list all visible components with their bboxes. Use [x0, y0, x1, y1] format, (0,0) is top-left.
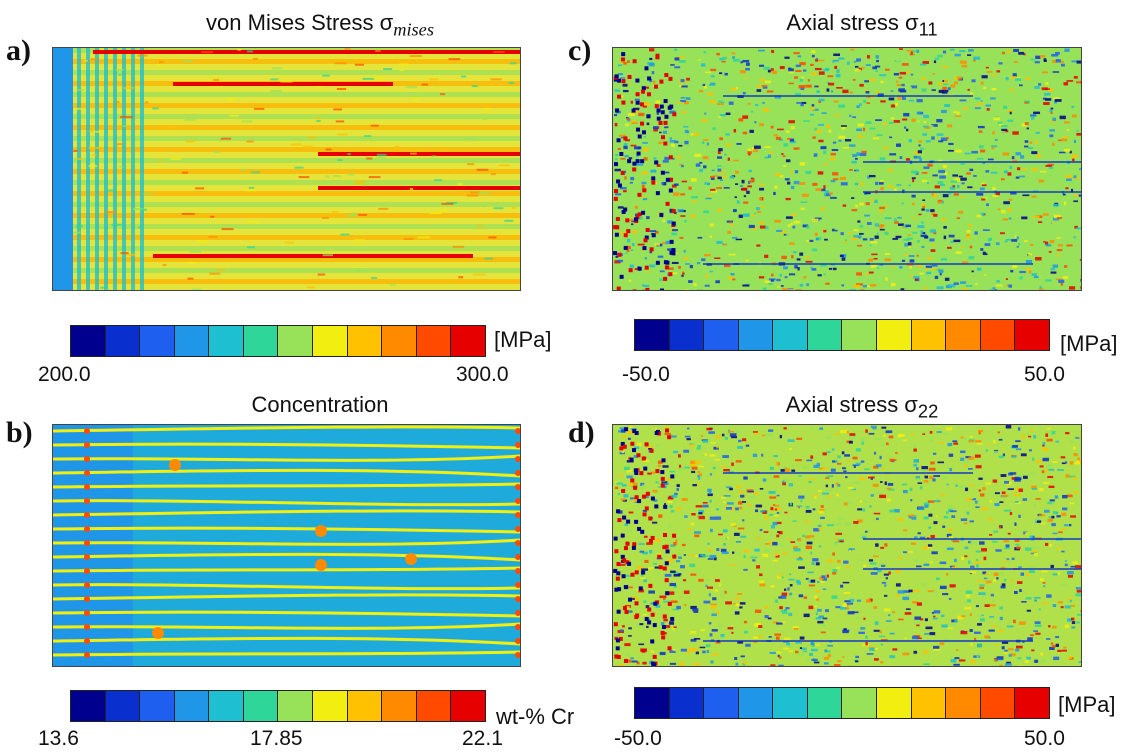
colorbar-swatch: [773, 688, 808, 718]
axial-stress-22-map: [612, 424, 1082, 667]
colorbar-swatch: [174, 691, 210, 721]
colorbar-swatch: [1015, 320, 1049, 350]
colorbar-swatch: [842, 320, 878, 350]
colorbar-swatch: [911, 320, 947, 350]
colorbar-swatch: [140, 691, 175, 721]
colorbar-swatch: [704, 320, 739, 350]
colorbar-swatch: [946, 688, 981, 718]
panel-d-unit: [MPa]: [1058, 692, 1116, 717]
panel-b-unit: wt-% Cr: [496, 704, 575, 729]
colorbar-swatch: [669, 688, 705, 718]
colorbar-swatch: [243, 691, 279, 721]
panel-label-d: d): [568, 416, 595, 449]
colorbar-swatch: [313, 691, 348, 721]
axial-stress-22-colorbar: [634, 687, 1050, 719]
colorbar-swatch: [278, 691, 314, 721]
panel-a-title: von Mises Stress σmises: [120, 10, 520, 40]
colorbar-swatch: [946, 320, 981, 350]
panel-d-title: Axial stress σ22: [662, 392, 1062, 422]
colorbar-swatch: [140, 326, 175, 356]
colorbar-swatch: [382, 691, 417, 721]
colorbar-swatch: [278, 326, 314, 356]
colorbar-swatch: [243, 326, 279, 356]
panel-d-title-subscript: 22: [917, 400, 939, 422]
panel-c-title-text: Axial stress σ: [786, 10, 919, 35]
colorbar-swatch: [773, 320, 808, 350]
colorbar-swatch: [669, 320, 705, 350]
panel-c-tick-max: 50.0: [1024, 363, 1065, 386]
colorbar-swatch: [105, 691, 141, 721]
panel-b-tick-mid: 17.85: [250, 727, 303, 750]
colorbar-swatch: [738, 688, 774, 718]
panel-b-tick-min: 13.6: [38, 727, 79, 750]
panel-a-title-text: von Mises Stress σ: [206, 10, 394, 35]
panel-a-unit: [MPa]: [494, 327, 552, 352]
colorbar-swatch: [382, 326, 417, 356]
colorbar-swatch: [842, 688, 878, 718]
colorbar-swatch: [877, 320, 912, 350]
panel-a-tick-min: 200.0: [38, 363, 91, 386]
colorbar-swatch: [71, 691, 106, 721]
panel-a-tick-max: 300.0: [456, 363, 509, 386]
colorbar-swatch: [209, 691, 244, 721]
panel-label-b: b): [6, 416, 33, 449]
von-mises-stress-map: [52, 47, 521, 291]
panel-b-title: Concentration: [251, 392, 389, 417]
colorbar-swatch: [635, 320, 670, 350]
colorbar-swatch: [313, 326, 348, 356]
colorbar-swatch: [209, 326, 244, 356]
colorbar-swatch: [416, 691, 452, 721]
panel-c-unit: [MPa]: [1060, 331, 1118, 356]
panel-b-tick-max: 22.1: [462, 727, 503, 750]
colorbar-swatch: [911, 688, 947, 718]
concentration-map: [52, 424, 521, 667]
panel-d-title-text: Axial stress σ: [785, 392, 918, 417]
panel-c-title-subscript: 11: [918, 18, 938, 40]
colorbar-swatch: [807, 320, 843, 350]
panel-c-title: Axial stress σ11: [662, 10, 1062, 40]
colorbar-swatch: [105, 326, 141, 356]
colorbar-swatch: [71, 326, 106, 356]
colorbar-swatch: [451, 326, 485, 356]
colorbar-swatch: [451, 691, 485, 721]
panel-d-tick-min: -50.0: [614, 727, 662, 750]
colorbar-swatch: [347, 691, 383, 721]
concentration-colorbar: [70, 690, 486, 722]
axial-stress-11-colorbar: [634, 319, 1050, 351]
colorbar-swatch: [738, 320, 774, 350]
panel-a-title-subscript: mises: [393, 19, 434, 40]
von-mises-colorbar: [70, 325, 486, 357]
colorbar-swatch: [416, 326, 452, 356]
colorbar-swatch: [347, 326, 383, 356]
colorbar-swatch: [1015, 688, 1049, 718]
panel-label-a: a): [6, 34, 31, 67]
colorbar-swatch: [877, 688, 912, 718]
colorbar-swatch: [704, 688, 739, 718]
axial-stress-11-map: [612, 47, 1082, 291]
colorbar-swatch: [980, 320, 1016, 350]
panel-c-tick-min: -50.0: [622, 363, 670, 386]
colorbar-swatch: [174, 326, 210, 356]
panel-label-c: c): [568, 34, 592, 67]
colorbar-swatch: [635, 688, 670, 718]
colorbar-swatch: [980, 688, 1016, 718]
panel-d-tick-max: 50.0: [1024, 727, 1065, 750]
colorbar-swatch: [807, 688, 843, 718]
